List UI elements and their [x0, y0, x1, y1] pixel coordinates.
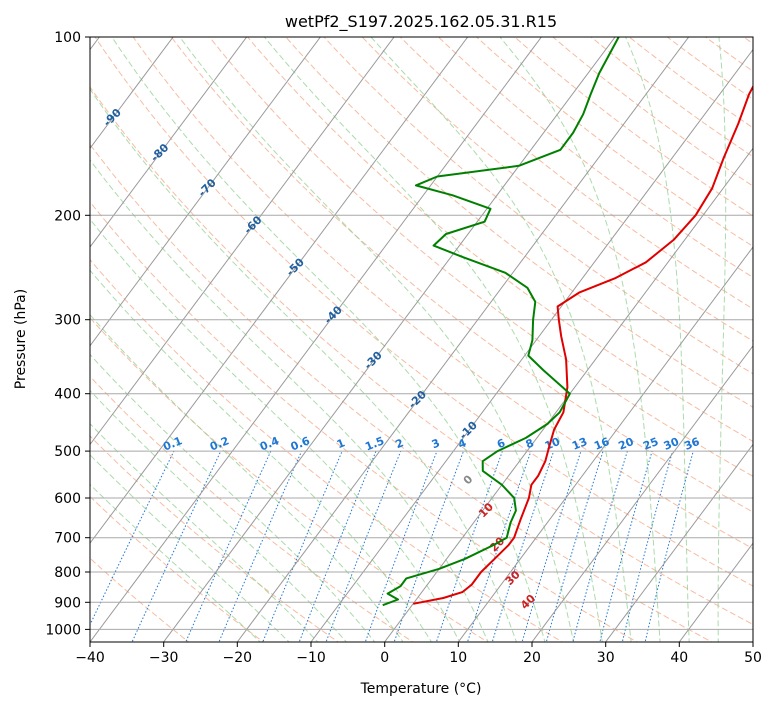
x-axis-label: Temperature (°C) [360, 681, 482, 697]
y-tick-label: 100 [54, 30, 81, 46]
moist-adiabat-line [625, 37, 690, 642]
isotherm-line [90, 37, 322, 347]
dry-adiabat-line [208, 37, 753, 477]
mixing-ratio-line [435, 450, 503, 642]
x-tick-label: 50 [744, 650, 762, 666]
mixing-ratio-label: 8 [524, 436, 536, 451]
dry-adiabat-line [361, 37, 753, 342]
mixing-ratio-line [393, 450, 465, 642]
dry-adiabat-line [170, 37, 753, 513]
mixing-ratio-label: 13 [570, 435, 589, 453]
mixing-ratio-label: 2 [394, 436, 406, 451]
y-tick-label: 1000 [45, 622, 81, 638]
mixing-ratio-line [364, 450, 438, 642]
isotherm-line [90, 37, 543, 642]
x-tick-label: 10 [449, 650, 467, 666]
dry-adiabat-line [132, 37, 753, 550]
x-tick-label: 40 [670, 650, 688, 666]
moist-adiabat-line [370, 37, 632, 642]
chart-title: wetPf2_S197.2025.162.05.31.R15 [285, 12, 557, 32]
moist-adiabat-line [111, 37, 546, 642]
moist-adiabat-line [90, 88, 518, 642]
mixing-ratio-line [325, 450, 402, 642]
profile-series [382, 37, 753, 607]
x-tick-label: 0 [380, 650, 389, 666]
x-tick-label: −20 [223, 650, 253, 666]
isotherm-line [90, 37, 469, 545]
x-tick-label: −10 [296, 650, 326, 666]
mixing-ratio-label: 25 [641, 435, 660, 453]
dry-adiabat-line [399, 37, 753, 310]
y-tick-label: 700 [54, 531, 81, 547]
isotherm-line [310, 48, 753, 642]
isotherms [90, 37, 753, 642]
isotherm-line [90, 37, 174, 150]
isotherm-line [531, 344, 753, 642]
x-axis-ticks: −40 −30 −20 −10 0 10 20 30 40 50 [75, 642, 762, 666]
mixing-ratio-label: 3 [430, 436, 442, 451]
dry-adiabat-line [94, 37, 753, 587]
y-tick-label: 300 [54, 313, 81, 329]
mixing-ratio-line [218, 450, 303, 642]
mixing-ratio-line [491, 450, 555, 642]
y-tick-label: 500 [54, 444, 81, 460]
mixing-ratio-line [185, 450, 272, 642]
mixing-ratio-line [298, 450, 377, 642]
y-axis-ticks: 100 200 300 400 500 600 700 800 900 1000 [45, 30, 90, 638]
y-tick-label: 800 [54, 565, 81, 581]
isotherm-line [90, 37, 248, 248]
isotherm-line [162, 37, 616, 642]
x-tick-label: −40 [75, 650, 105, 666]
mixing-ratio-label: 36 [682, 435, 701, 453]
mixing-ratio-line [599, 450, 653, 642]
isotherm-line [236, 37, 690, 642]
x-tick-label: 20 [523, 650, 541, 666]
dewpoint-profile-line [382, 37, 620, 607]
moist-adiabat-line [90, 483, 261, 642]
isotherm-line [383, 147, 753, 642]
moist-adiabat-line [90, 313, 404, 642]
dry-adiabat-line [90, 316, 489, 642]
dry-adiabat-line [285, 37, 753, 408]
mixing-ratio-label: 1 [335, 436, 347, 451]
dry-adiabat-line [90, 375, 414, 642]
mixing-ratio-label: 16 [592, 435, 611, 453]
mixing-ratio-line [621, 450, 674, 642]
dry-adiabat-line [90, 258, 564, 642]
mixing-ratio-line [90, 450, 175, 626]
mixing-ratio-line [572, 450, 628, 642]
y-tick-label: 400 [54, 387, 81, 403]
plot-area: 0.10.20.40.611.52346810131620253036-100-… [90, 37, 753, 642]
mixing-ratio-line [545, 450, 604, 642]
isotherm-line [604, 443, 753, 642]
y-tick-label: 200 [54, 208, 81, 224]
dry-adiabat-line [90, 435, 340, 642]
isotherm-line [457, 246, 753, 642]
temperature-profile-line [413, 84, 753, 605]
dry-adiabat-line [90, 86, 753, 626]
mixing-ratio-label: 20 [617, 435, 636, 453]
moist-adiabat-line [499, 37, 661, 642]
moist-adiabat-line [179, 37, 575, 642]
y-axis-label: Pressure (hPa) [13, 289, 29, 389]
mixing-ratio-label: 30 [662, 435, 681, 453]
x-tick-label: −30 [149, 650, 179, 666]
mixing-ratio-label: 10 [543, 435, 562, 453]
dry-adiabat-line [90, 495, 265, 642]
y-tick-label: 600 [54, 491, 81, 507]
moist-adiabat-line [90, 454, 290, 642]
y-tick-label: 900 [54, 595, 81, 611]
mixing-ratio-line [644, 450, 694, 642]
x-tick-label: 30 [597, 650, 615, 666]
mixing-ratio-lines [90, 450, 694, 642]
dry-adiabat-line [90, 201, 639, 642]
mixing-ratio-line [521, 450, 582, 642]
plot-frame [89, 36, 754, 643]
isotherm-line [90, 37, 395, 446]
